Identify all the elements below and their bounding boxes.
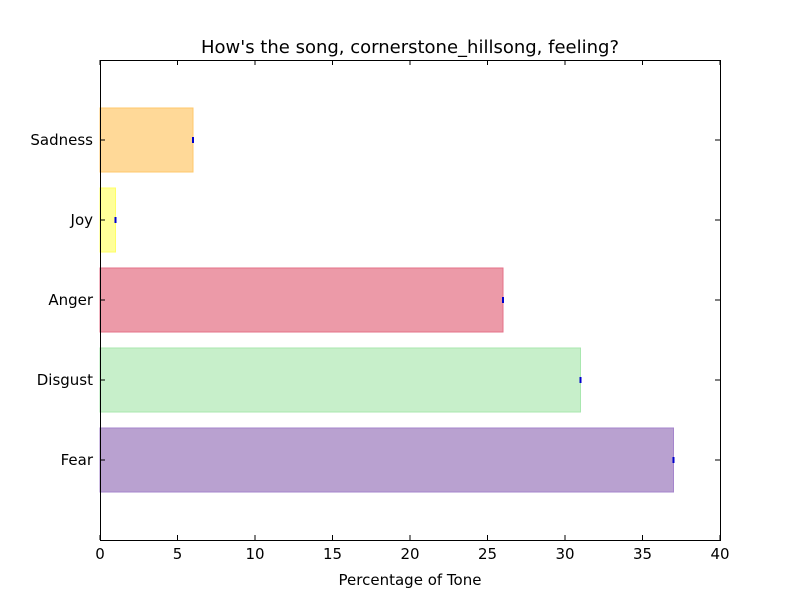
plot-frame [100,60,721,541]
x-tick-label-15: 15 [323,545,342,563]
x-tick-label-30: 30 [555,545,574,563]
y-tick-label-sadness: Sadness [30,131,93,149]
y-tick-label-anger: Anger [48,291,94,309]
ticks-group: Fear Disgust Anger Joy Sadness 0 5 10 15 20 25 30 35… [30,60,730,563]
x-tick-label-10: 10 [245,545,264,563]
y-tick-label-disgust: Disgust [37,371,93,389]
x-tick-label-5: 5 [173,545,183,563]
x-tick-label-20: 20 [400,545,419,563]
y-tick-label-joy: Joy [70,211,94,229]
bar-disgust [99,347,581,413]
bar-fear [99,427,674,493]
x-axis-label: Percentage of Tone [339,571,482,589]
chart-title: How's the song, cornerstone_hillsong, fe… [201,37,619,58]
x-tick-label-40: 40 [710,545,729,563]
y-tick-label-fear: Fear [61,451,94,469]
x-tick-label-25: 25 [478,545,497,563]
bar-anger [99,267,504,333]
x-tick-label-35: 35 [633,545,652,563]
bar-sadness [99,107,194,173]
x-tick-label-0: 0 [95,545,105,563]
bars-group [99,107,675,493]
